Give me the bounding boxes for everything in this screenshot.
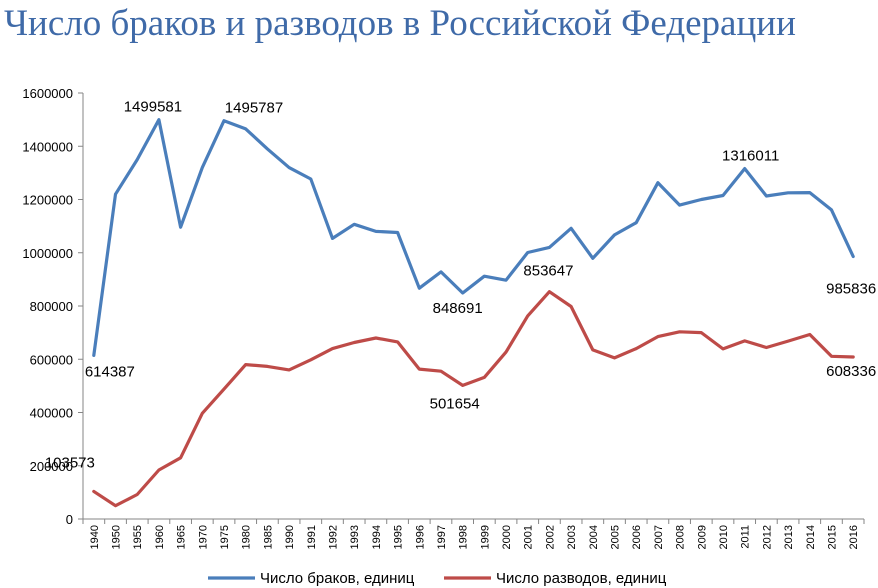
x-tick-label: 2006: [631, 525, 643, 549]
x-tick-label: 2014: [805, 525, 817, 549]
x-tick-label: 1994: [371, 525, 383, 549]
data-label: 1499581: [124, 99, 182, 116]
x-tick-label: 1996: [414, 525, 426, 549]
y-tick-label: 1200000: [22, 193, 73, 208]
legend-label-2: Число разводов, единиц: [496, 570, 667, 587]
y-tick-label: 1000000: [22, 246, 73, 261]
x-tick-label: 2012: [761, 525, 773, 549]
x-tick-label: 1970: [197, 525, 209, 549]
x-tick-label: 2005: [610, 525, 622, 549]
x-tick-label: 1999: [479, 525, 491, 549]
x-tick-label: 1997: [436, 525, 448, 549]
x-tick-label: 2010: [718, 525, 730, 549]
chart-title: Число браков и разводов в Российской Фед…: [4, 3, 796, 44]
y-tick-label: 600000: [30, 352, 73, 367]
x-tick-label: 2016: [848, 525, 860, 549]
x-tick-label: 1992: [327, 525, 339, 549]
data-label: 853647: [523, 263, 573, 280]
x-tick-label: 2008: [675, 525, 687, 549]
x-tick-label: 2001: [523, 525, 535, 549]
series-lines: [92, 118, 855, 508]
x-tick-label: 1985: [262, 525, 274, 549]
data-label: 501654: [430, 395, 480, 412]
x-tick-label: 2009: [696, 525, 708, 549]
x-tick-label: 2003: [566, 525, 578, 549]
series-line-2: [92, 290, 855, 508]
y-tick-label: 1400000: [22, 139, 73, 154]
x-tick-label: 2007: [653, 525, 665, 549]
x-tick-label: 2013: [783, 525, 795, 549]
y-tick-label: 200000: [30, 459, 73, 474]
data-label: 848691: [433, 300, 483, 317]
x-tick-label: 2004: [588, 525, 600, 549]
series-line-1: [92, 118, 855, 357]
x-tick-label: 1991: [306, 525, 318, 549]
data-label: 1495787: [225, 100, 283, 117]
x-tick-label: 1940: [89, 525, 101, 549]
x-tick-label: 1955: [132, 525, 144, 549]
x-tick-label: 1993: [349, 525, 361, 549]
data-label: 614387: [85, 363, 135, 380]
x-tick-label: 2000: [501, 525, 513, 549]
y-tick-label: 0: [66, 512, 73, 527]
x-tick-label: 1980: [241, 525, 253, 549]
x-tick-label: 1950: [111, 525, 123, 549]
data-label: 608336: [826, 363, 876, 380]
x-tick-label: 1960: [154, 525, 166, 549]
x-tick-label: 1965: [176, 525, 188, 549]
legend: Число браков, единиц Число разводов, един…: [208, 570, 667, 587]
y-tick-label: 1600000: [22, 86, 73, 101]
data-label: 1316011: [722, 148, 779, 165]
y-tick-label: 400000: [30, 406, 73, 421]
x-tick-label: 1975: [219, 525, 231, 549]
x-tick-label: 1995: [393, 525, 405, 549]
x-tick-label: 1998: [458, 525, 470, 549]
x-tick-label: 2015: [826, 525, 838, 549]
data-labels: 614387 1499581 1495787 848691 1316011 985836 1…: [45, 99, 876, 472]
x-tick-label: 2011: [740, 525, 752, 549]
x-tick-label: 2002: [544, 525, 556, 549]
y-tick-label: 800000: [30, 299, 73, 314]
data-label: 103573: [45, 454, 95, 471]
data-label: 985836: [826, 281, 876, 298]
legend-label-1: Число браков, единиц: [260, 570, 415, 587]
axes: 0 200000 400000 600000 800000 1000000 1200000 1…: [22, 86, 865, 549]
x-tick-label: 1990: [284, 525, 296, 549]
